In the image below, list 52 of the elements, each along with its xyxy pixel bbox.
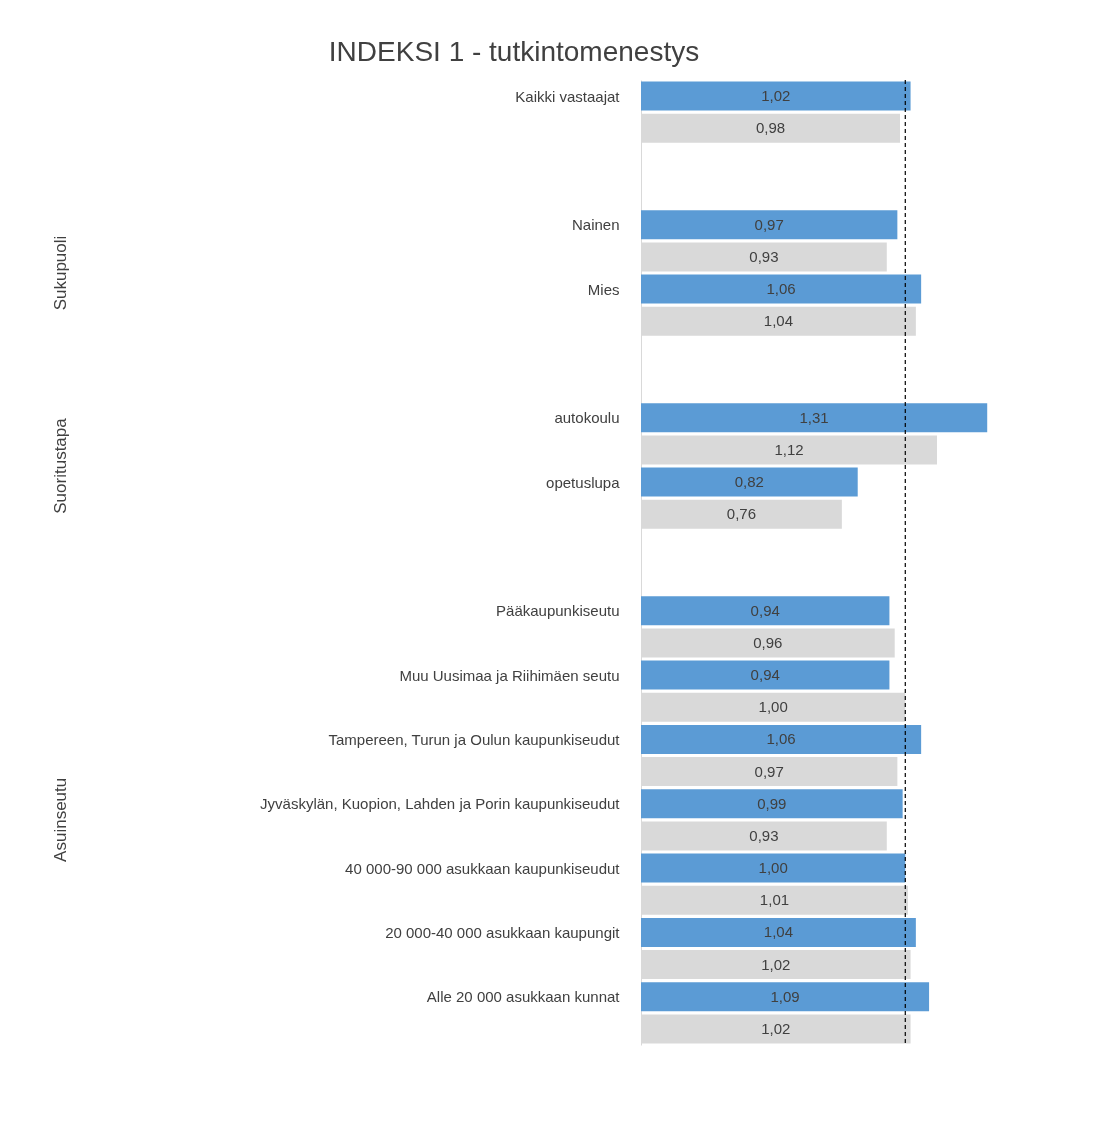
data-label: 0,82	[734, 473, 764, 491]
data-label: 0,97	[754, 762, 784, 780]
data-label: 1,01	[759, 891, 790, 909]
data-label: 0,94	[750, 601, 780, 619]
y-tick-label: Muu Uusimaa ja Riihimäen seutu	[399, 666, 620, 684]
data-label: 1,06	[766, 280, 796, 298]
y-tick-label: opetuslupa	[546, 473, 621, 491]
data-label: 1,00	[758, 698, 788, 716]
data-label: 0,99	[757, 794, 787, 812]
bar	[641, 724, 922, 754]
text: Suoritustapa	[51, 417, 70, 514]
data-label: 1,02	[761, 1019, 791, 1037]
bar	[641, 982, 930, 1012]
data-label: 0,98	[755, 119, 786, 137]
bar	[641, 853, 906, 883]
y-tick-label: Kaikki vastaajat	[515, 87, 621, 105]
data-label: 0,93	[749, 826, 779, 844]
bar	[641, 274, 922, 304]
data-label: 1,02	[761, 87, 791, 105]
bar	[641, 596, 890, 626]
data-label: 0,97	[754, 215, 784, 233]
data-label: 1,00	[758, 859, 788, 877]
data-label: 0,96	[753, 633, 783, 651]
data-label: 1,31	[799, 408, 829, 426]
bar	[641, 81, 911, 111]
bar	[641, 467, 858, 497]
y-tick-label: Alle 20 000 asukkaan kunnat	[426, 988, 621, 1006]
bar	[641, 789, 903, 819]
y-tick-label: Tampereen, Turun ja Oulun kaupunkiseudut	[328, 730, 621, 748]
y-tick-label: autokoulu	[554, 409, 620, 427]
data-label: 1,02	[761, 955, 791, 973]
y-tick-label: Mies	[587, 280, 620, 298]
y-tick-label: Pääkaupunkiseutu	[496, 602, 620, 620]
bar	[641, 917, 916, 947]
data-label: 1,12	[774, 440, 804, 458]
y-tick-label: Nainen	[571, 216, 620, 234]
bar	[641, 403, 988, 433]
data-label: 1,04	[763, 312, 794, 330]
data-label: 1,09	[770, 987, 800, 1005]
data-label: 1,06	[766, 730, 796, 748]
data-label: 1,04	[763, 923, 794, 941]
chart-title: INDEKSI 1 - tutkintomenestys	[328, 36, 700, 68]
y-tick-label: Jyväskylän, Kuopion, Lahden ja Porin kaupunkiseudut	[260, 795, 621, 813]
data-label: 0,94	[750, 666, 780, 684]
y-tick-label: 20 000-40 000 asukkaan kaupungit	[385, 923, 621, 941]
data-label: 0,76	[726, 505, 757, 523]
y-tick-label: 40 000-90 000 asukkaan kaupunkiseudut	[345, 859, 621, 877]
bar	[641, 660, 890, 690]
text: Sukupuoli	[51, 235, 70, 311]
text: Asuinseutu	[51, 777, 70, 862]
bar	[641, 210, 898, 240]
data-label: 0,93	[749, 247, 779, 265]
